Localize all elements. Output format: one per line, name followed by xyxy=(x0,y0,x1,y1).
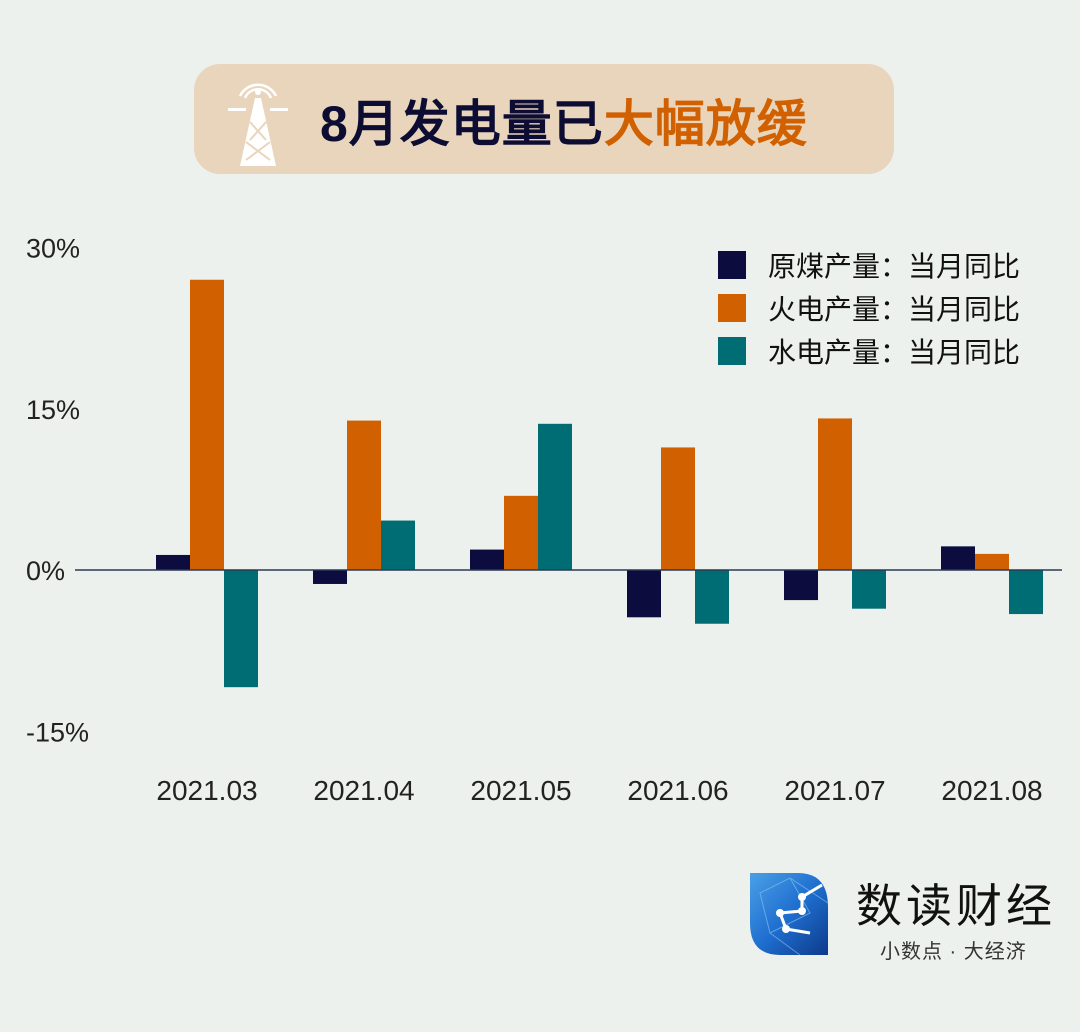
bar-2021.04-series-1 xyxy=(347,420,381,570)
bar-2021.07-series-2 xyxy=(852,570,886,609)
brand-logo-icon xyxy=(750,873,829,955)
legend-item-coal: 原煤产量：当月同比 xyxy=(718,240,1020,290)
bar-2021.06-series-2 xyxy=(695,570,729,624)
legend-label: 原煤产量：当月同比 xyxy=(768,251,1021,282)
bar-2021.04-series-0 xyxy=(313,570,347,584)
legend: 原煤产量：当月同比 火电产量：当月同比 水电产量：当月同比 xyxy=(718,240,1020,369)
x-tick-label: 2021.06 xyxy=(627,775,728,806)
chart-title: 8月发电量已大幅放缓 xyxy=(320,84,808,156)
bar-2021.05-series-0 xyxy=(470,549,504,570)
bar-2021.04-series-2 xyxy=(381,520,415,570)
y-tick-label: 30% xyxy=(26,234,80,264)
bar-2021.03-series-0 xyxy=(156,554,190,570)
x-tick-label: 2021.08 xyxy=(941,775,1042,806)
x-tick-label: 2021.05 xyxy=(470,775,571,806)
y-tick-label: -15% xyxy=(26,717,89,747)
y-tick-label: 15% xyxy=(26,395,80,425)
x-tick-label: 2021.04 xyxy=(313,775,414,806)
x-tick-label: 2021.07 xyxy=(784,775,885,806)
brand-slogan: 小数点 · 大经济 xyxy=(880,941,1027,963)
bar-2021.05-series-2 xyxy=(538,423,572,570)
brand-name: 数读财经 xyxy=(856,880,1056,932)
legend-item-hydro: 水电产量：当月同比 xyxy=(718,326,1020,376)
legend-item-thermal: 火电产量：当月同比 xyxy=(718,283,1020,333)
legend-swatch xyxy=(718,337,746,365)
bar-2021.07-series-0 xyxy=(784,570,818,601)
bar-2021.06-series-1 xyxy=(661,447,695,570)
legend-swatch xyxy=(718,294,746,322)
bar-2021.03-series-1 xyxy=(190,279,224,570)
bar-2021.06-series-0 xyxy=(627,570,661,618)
transmission-tower-icon xyxy=(228,83,288,166)
title-highlight: 大幅放缓 xyxy=(603,96,808,152)
title-banner xyxy=(194,64,894,174)
bar-2021.08-series-1 xyxy=(975,553,1009,570)
legend-swatch xyxy=(718,251,746,279)
x-tick-label: 2021.03 xyxy=(156,775,257,806)
y-tick-label: 0% xyxy=(26,556,65,586)
bar-2021.05-series-1 xyxy=(504,495,538,570)
bar-2021.08-series-2 xyxy=(1009,570,1043,615)
legend-label: 水电产量：当月同比 xyxy=(768,337,1021,368)
bar-2021.07-series-1 xyxy=(818,418,852,570)
bar-2021.03-series-2 xyxy=(224,570,258,688)
bar-2021.08-series-0 xyxy=(941,546,975,570)
title-prefix: 8月发电量已 xyxy=(320,96,604,152)
legend-label: 火电产量：当月同比 xyxy=(768,294,1021,325)
